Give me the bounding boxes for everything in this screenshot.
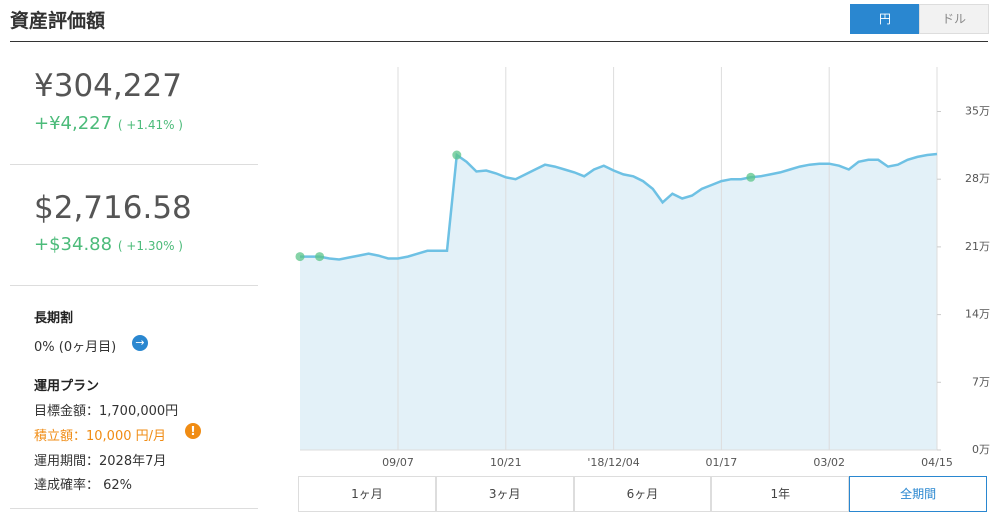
usd-change: +$34.88 ( +1.30% )	[34, 234, 183, 255]
x-tick-label: 01/17	[706, 456, 738, 469]
plan-item: 達成確率： 62%	[34, 478, 133, 493]
yen-change-value: +¥4,227	[34, 113, 113, 134]
yen-total: ¥304,227	[34, 68, 182, 104]
series-line	[300, 152, 938, 261]
y-tick-label: 28万	[965, 172, 990, 185]
event-marker	[452, 150, 462, 160]
divider	[10, 41, 988, 42]
chart: 09/07 10/21 '18/12/04 01/17 03/02 04/15 0万 7万 14…	[295, 67, 990, 469]
divider	[10, 285, 258, 286]
x-tick-label: 04/15	[921, 456, 953, 469]
y-tick-label: 14万	[965, 308, 990, 321]
yen-change-pct: ( +1.41% )	[117, 118, 183, 132]
plan-item: 積立額：10,000 円/月	[34, 429, 166, 444]
range-button[interactable]: 1年	[711, 476, 850, 512]
divider	[10, 164, 258, 165]
plan-title: 運用プラン	[34, 379, 100, 394]
event-marker	[746, 172, 756, 182]
usd-change-value: +$34.88	[34, 234, 113, 255]
y-tick-label: 21万	[965, 240, 990, 253]
toggle-usd[interactable]: ドル	[919, 4, 989, 34]
divider	[10, 508, 258, 509]
area	[300, 154, 937, 450]
range-button[interactable]: 全期間	[849, 476, 987, 512]
long-term-title: 長期割	[34, 311, 74, 326]
range-button[interactable]: 1ヶ月	[298, 476, 436, 512]
event-marker	[315, 252, 325, 262]
range-button[interactable]: 6ヶ月	[573, 476, 712, 512]
warning-icon[interactable]: !	[185, 423, 201, 439]
x-tick-label: 03/02	[813, 456, 845, 469]
x-tick-label: 10/21	[490, 456, 522, 469]
plan-item: 運用期間：2028年7月	[34, 454, 167, 469]
x-tick-label: 09/07	[382, 456, 414, 469]
y-tick-label: 35万	[965, 104, 990, 117]
y-tick-label: 7万	[972, 375, 990, 388]
yen-change: +¥4,227 ( +1.41% )	[34, 113, 183, 134]
range-button[interactable]: 3ヶ月	[435, 476, 574, 512]
event-marker	[295, 252, 305, 262]
plan-item: 目標金額：1,700,000円	[34, 404, 179, 419]
usd-change-pct: ( +1.30% )	[117, 239, 183, 253]
y-tick-label: 0万	[972, 443, 990, 456]
info-arrow[interactable]: →	[132, 335, 148, 351]
title: 資産評価額	[10, 10, 106, 32]
x-tick-label: '18/12/04	[587, 456, 639, 469]
long-term-value: 0% (0ヶ月目)	[34, 340, 117, 355]
usd-total: $2,716.58	[34, 190, 192, 226]
